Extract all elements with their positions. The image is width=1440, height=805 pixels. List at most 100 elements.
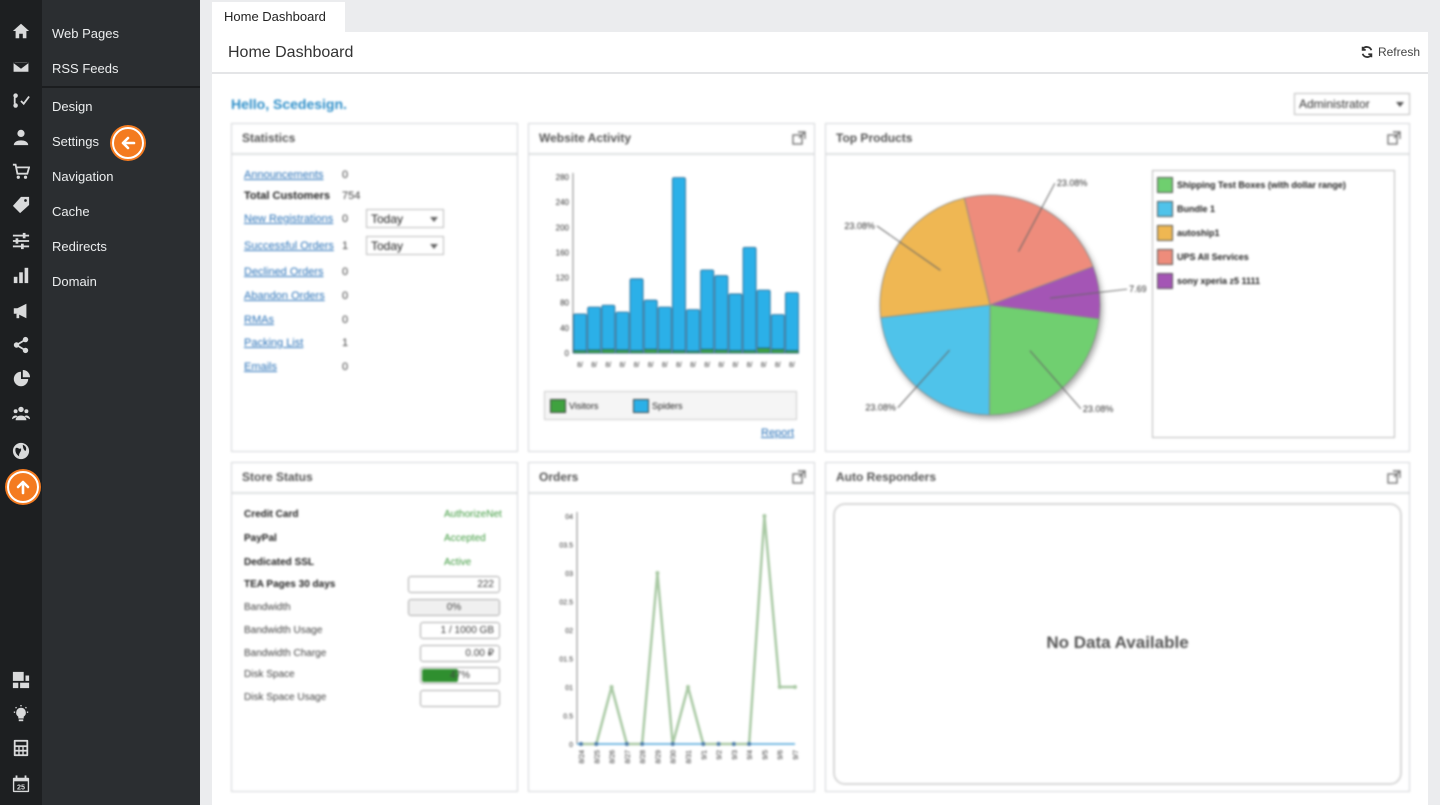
user-icon[interactable]	[0, 120, 42, 154]
arrow-up-icon	[16, 480, 30, 495]
legend-label: sony xperia z5 1111	[1177, 276, 1261, 286]
legend-swatch	[633, 399, 649, 413]
disk-space-progress: 47%	[420, 667, 500, 684]
x-tick-label: 8/31	[686, 750, 693, 764]
calendar-day-text: 25	[17, 782, 25, 791]
stat-link-declined-orders[interactable]: Declined Orders	[244, 266, 324, 278]
tasks-icon[interactable]	[0, 84, 42, 118]
period-select-value: Today	[371, 239, 404, 253]
store-status-card: Store Status Credit Card AuthorizeNet Pay…	[231, 462, 518, 792]
report-link[interactable]: Report	[761, 427, 795, 439]
progress-label: 47%	[449, 670, 470, 681]
tea-pages-value: 222	[408, 576, 500, 593]
legend-item: autoship1	[1157, 225, 1220, 241]
bar-visitors	[657, 349, 672, 354]
menu-item-web-pages[interactable]: Web Pages	[52, 26, 119, 41]
x-tick-label: 8/	[662, 362, 668, 369]
bar-spiders	[601, 304, 616, 350]
collapse-menu-button[interactable]	[112, 127, 144, 159]
bar-visitors	[587, 349, 602, 354]
bandwidth-usage-value: 1 / 1000 GB	[420, 622, 500, 639]
megaphone-icon[interactable]	[0, 294, 42, 328]
expand-icon[interactable]	[1387, 470, 1401, 484]
sliders-icon[interactable]	[0, 224, 42, 258]
calculator-icon[interactable]	[0, 731, 42, 765]
bar-visitors	[770, 348, 785, 354]
successful-orders-period-select[interactable]: Today	[366, 236, 444, 255]
empty-state-box: No Data Available	[833, 503, 1402, 785]
cart-icon[interactable]	[0, 154, 42, 188]
home-icon[interactable]	[0, 14, 42, 48]
menu-item-domain[interactable]: Domain	[52, 274, 97, 289]
new-registrations-period-select[interactable]: Today	[366, 209, 444, 228]
stat-link-announcements[interactable]: Announcements	[244, 169, 324, 181]
calendar-icon[interactable]: 25	[0, 767, 42, 801]
status-label: Bandwidth	[244, 602, 291, 613]
expand-icon[interactable]	[1387, 131, 1401, 145]
y-tick-label: 04	[565, 514, 573, 521]
stat-link-successful-orders[interactable]: Successful Orders	[244, 240, 334, 252]
y-tick-label: 02.5	[559, 600, 573, 607]
share-icon[interactable]	[0, 328, 42, 362]
refresh-label: Refresh	[1377, 45, 1420, 59]
no-data-message: No Data Available	[1046, 633, 1189, 652]
legend-label: Bundle 1	[1177, 204, 1216, 214]
data-point	[594, 742, 599, 746]
orders-header: Orders	[529, 463, 814, 494]
x-tick-label: 9/1	[701, 750, 708, 760]
scroll-up-button[interactable]	[7, 471, 39, 503]
expand-icon[interactable]	[792, 131, 806, 145]
x-tick-label: 8/30	[671, 750, 678, 764]
layout-icon[interactable]	[0, 663, 42, 697]
pie-chart-icon[interactable]	[0, 362, 42, 396]
role-select[interactable]: Administrator	[1294, 93, 1410, 115]
stat-link-packing-list[interactable]: Packing List	[244, 337, 304, 349]
x-tick-label: 9/2	[717, 750, 724, 760]
menu-item-cache[interactable]: Cache	[52, 204, 90, 219]
auto-responders-card: Auto Responders No Data Available	[825, 462, 1410, 792]
stat-link-rmas[interactable]: RMAs	[244, 314, 274, 326]
menu-item-design[interactable]: Design	[52, 99, 93, 114]
website-activity-chart: 0 40 80 120 160 200 240 280 8/8/8/8/8/8/8/8/8/8/…	[556, 173, 799, 369]
lightbulb-icon[interactable]	[0, 697, 42, 731]
data-point	[701, 742, 706, 746]
y-tick-label: 280	[556, 173, 570, 182]
bandwidth-value: 0%	[408, 599, 500, 616]
globe-icon[interactable]	[0, 434, 42, 468]
bar-spiders	[742, 247, 757, 351]
stat-value: 0	[342, 314, 349, 326]
stat-link-new-registrations[interactable]: New Registrations	[244, 213, 334, 225]
tab-home-dashboard[interactable]: Home Dashboard	[212, 2, 345, 32]
data-point	[793, 685, 797, 689]
orders-series-line	[581, 514, 795, 746]
chevron-down-icon	[430, 244, 438, 249]
bar-spiders	[714, 275, 729, 351]
menu-item-navigation[interactable]: Navigation	[52, 169, 114, 184]
menu-item-redirects[interactable]: Redirects	[52, 239, 107, 254]
tag-icon[interactable]	[0, 188, 42, 222]
stat-link-abandon-orders[interactable]: Abandon Orders	[244, 290, 325, 302]
x-tick-label: 8/	[690, 362, 696, 369]
bar-chart-icon[interactable]	[0, 258, 42, 292]
menu-item-rss-feeds[interactable]: RSS Feeds	[52, 61, 119, 76]
y-tick-label: 240	[556, 198, 570, 207]
bar-spiders	[587, 306, 602, 351]
y-tick-label: 40	[560, 324, 569, 333]
refresh-button[interactable]: Refresh	[1360, 45, 1420, 59]
data-point	[609, 685, 614, 689]
bar-spiders	[615, 311, 630, 351]
bar-visitors	[643, 348, 658, 354]
stat-value: 1	[342, 240, 349, 252]
y-tick-label: 02	[565, 628, 573, 635]
mail-icon[interactable]	[0, 50, 42, 84]
x-tick-label: 8/	[718, 362, 724, 369]
stat-link-emails[interactable]: Emails	[244, 361, 278, 373]
x-tick-label: 9/5	[762, 750, 769, 760]
menu-item-settings[interactable]: Settings	[52, 134, 99, 149]
status-label: Dedicated SSL	[244, 557, 315, 568]
stat-value: 0	[342, 290, 349, 302]
x-tick-label: 8/	[761, 362, 767, 369]
status-label: TEA Pages 30 days	[244, 579, 336, 590]
users-icon[interactable]	[0, 396, 42, 430]
expand-icon[interactable]	[792, 470, 806, 484]
